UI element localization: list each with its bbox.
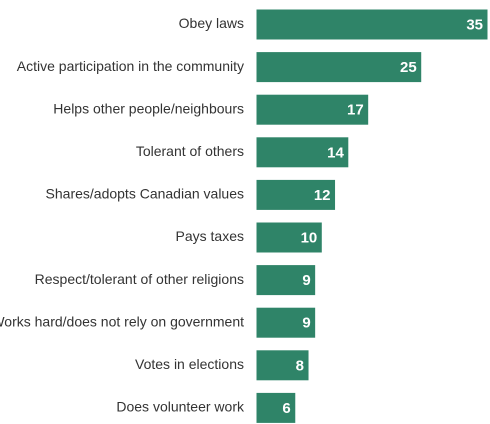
- category-label: Shares/adopts Canadian values: [46, 186, 244, 202]
- value-label: 17: [347, 102, 364, 119]
- category-labels: Obey laws Active participation in the com…: [0, 15, 245, 414]
- value-label: 14: [327, 144, 344, 161]
- bar: [255, 93, 370, 126]
- value-label: 6: [282, 400, 290, 417]
- value-label: 8: [296, 357, 304, 374]
- bar: [255, 306, 317, 339]
- bar: [255, 51, 423, 84]
- value-label: 9: [302, 315, 310, 332]
- bar: [255, 264, 317, 297]
- category-label: Does volunteer work: [116, 399, 245, 415]
- value-label: 9: [302, 272, 310, 289]
- category-label: Helps other people/neighbours: [53, 100, 244, 116]
- category-label: Obey laws: [179, 15, 244, 31]
- category-label: Votes in elections: [135, 356, 244, 372]
- value-labels: 35 25 17 14 12 10 9 9 8 6: [282, 16, 483, 416]
- bar: [255, 178, 337, 211]
- category-label: Pays taxes: [176, 228, 244, 244]
- category-label: Active participation in the community: [17, 58, 244, 74]
- bar: [255, 136, 350, 169]
- category-label: Respect/tolerant of other religions: [35, 271, 244, 287]
- value-label: 10: [301, 229, 318, 246]
- bar: [255, 349, 310, 382]
- category-label: Tolerant of others: [136, 143, 244, 159]
- bar: [255, 221, 323, 254]
- value-label: 12: [314, 187, 331, 204]
- bar: [255, 8, 489, 41]
- value-label: 35: [466, 16, 483, 33]
- category-label: Works hard/does not rely on government: [0, 313, 244, 329]
- value-label: 25: [400, 59, 417, 76]
- bars: [255, 8, 489, 424]
- bar: [255, 391, 297, 424]
